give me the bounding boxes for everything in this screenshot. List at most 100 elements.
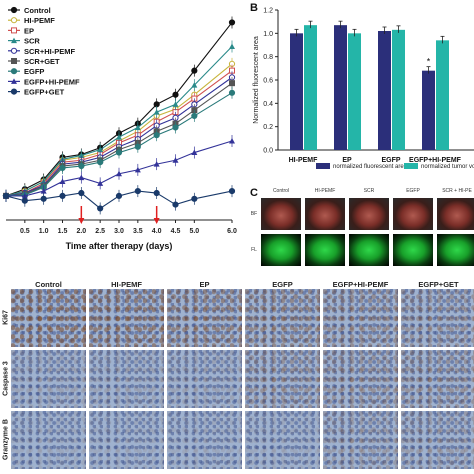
data-point xyxy=(134,166,141,173)
series-line-egfp-get xyxy=(5,190,233,210)
y-tick-label: 1.2 xyxy=(263,8,273,15)
legend-swatch xyxy=(404,163,418,169)
data-point xyxy=(191,112,198,120)
x-tick-label: 2.5 xyxy=(95,228,105,235)
brightfield-tumor-image xyxy=(348,197,390,231)
panel-b-label: B xyxy=(250,2,258,14)
panel-d-ihc-grid: Control HI-PEMF EP EGFP EGFP+HI-PEMF EGFP+GET… xyxy=(0,280,474,474)
series-line-egfp-hi-pemf xyxy=(6,140,233,197)
data-point xyxy=(78,189,85,197)
ihc-micrograph xyxy=(166,349,243,409)
data-point xyxy=(228,187,236,195)
legend-marker xyxy=(11,27,17,34)
ihc-micrograph xyxy=(322,288,399,348)
ihc-column-label: EGFP+HI-PEMF xyxy=(332,280,389,289)
ihc-micrograph xyxy=(166,410,243,470)
ihc-column-label: Control xyxy=(35,280,62,289)
legend-label: SCR+GET xyxy=(24,57,60,66)
series-line-scr-get xyxy=(5,82,233,197)
data-point xyxy=(134,187,141,195)
panel-c-column-label: Control xyxy=(272,188,290,194)
ihc-micrograph xyxy=(10,410,87,470)
legend-label: normalized fluorescent area xyxy=(333,164,408,170)
panel-c-row-label: FL xyxy=(251,247,257,253)
y-tick-label: 0.2 xyxy=(263,124,273,131)
legend-marker xyxy=(11,78,17,84)
data-point xyxy=(229,137,235,144)
legend-label: HI-PEMF xyxy=(24,16,55,25)
data-point xyxy=(97,205,104,212)
panel-c-tumor-images: C Control HI-PEMF SCR EGFP SCR + HI-PE BF FL xyxy=(246,185,474,275)
fluorescence-tumor-image xyxy=(304,233,346,267)
category-label: EGFP xyxy=(381,157,400,164)
data-point xyxy=(229,80,235,87)
ihc-row-label: Granzyme B xyxy=(2,419,10,460)
ihc-micrograph xyxy=(400,410,474,470)
data-point xyxy=(191,82,198,88)
brightfield-tumor-image xyxy=(436,197,474,231)
legend-marker xyxy=(10,17,18,24)
legend-label: EP xyxy=(24,26,34,35)
data-point xyxy=(40,195,47,202)
ihc-column-label: EGFP+GET xyxy=(418,280,459,289)
data-point xyxy=(153,161,160,167)
legend-label: normalized tumor volu xyxy=(421,164,474,170)
x-tick-label: 4.5 xyxy=(171,228,181,235)
y-tick-label: 0.8 xyxy=(263,54,273,61)
panel-c-column-label: SCR + HI-PE xyxy=(442,188,472,194)
y-tick-label: 1.0 xyxy=(263,31,273,38)
series-line-scr xyxy=(5,46,233,197)
x-tick-label: 6.0 xyxy=(227,228,237,235)
brightfield-tumor-image xyxy=(392,197,434,231)
ihc-micrograph xyxy=(244,349,321,409)
fluorescence-tumor-image xyxy=(348,233,390,267)
bar-fluorescent xyxy=(378,31,391,150)
series-line-ep xyxy=(5,70,233,197)
data-point xyxy=(228,89,236,96)
data-point xyxy=(191,67,198,74)
data-point xyxy=(153,132,160,139)
category-label: EP xyxy=(342,157,352,164)
data-point xyxy=(115,192,123,200)
data-point xyxy=(172,124,179,131)
data-point xyxy=(78,174,85,181)
fluorescence-tumor-image xyxy=(260,233,302,267)
x-tick-label: 2.0 xyxy=(76,228,86,235)
data-point xyxy=(153,109,160,115)
data-point xyxy=(134,124,141,130)
data-point xyxy=(172,101,179,107)
ihc-micrograph xyxy=(88,288,165,348)
data-point xyxy=(97,159,104,166)
data-point xyxy=(229,43,235,50)
x-tick-label: 3.5 xyxy=(133,228,143,235)
panel-c-row-label: BF xyxy=(250,211,258,217)
panel-c-column-label: SCR xyxy=(363,188,375,194)
category-label: HI-PEMF xyxy=(289,157,319,164)
x-axis-label: Time after therapy (days) xyxy=(66,241,173,251)
significance-annotation: * xyxy=(427,57,431,67)
legend-marker xyxy=(10,68,18,75)
panel-c-label: C xyxy=(250,187,258,199)
data-point xyxy=(115,149,123,156)
legend-marker xyxy=(10,6,18,14)
ihc-micrograph xyxy=(10,288,87,348)
data-point xyxy=(153,189,160,197)
data-point xyxy=(40,188,47,194)
data-point xyxy=(59,192,66,200)
x-tick-label: 1.0 xyxy=(39,228,49,235)
x-tick-label: 1.5 xyxy=(58,228,68,235)
panel-b-bar-chart: B 0.0 0.2 0.4 0.6 0.8 1.0 1.2 Normalized fluore… xyxy=(246,0,474,180)
ihc-micrograph xyxy=(400,349,474,409)
y-tick-label: 0.0 xyxy=(263,148,273,155)
legend-swatch xyxy=(316,163,330,169)
data-point xyxy=(191,195,198,202)
data-point xyxy=(59,164,66,172)
bar-tumor-volume xyxy=(392,29,405,150)
panel-c-column-label: HI-PEMF xyxy=(314,188,336,194)
legend-marker xyxy=(11,58,17,64)
data-point xyxy=(21,197,28,204)
legend-label: EGFP xyxy=(24,67,44,76)
x-tick-label: 5.0 xyxy=(189,228,199,235)
x-tick-label: 4.0 xyxy=(152,228,162,235)
legend-marker xyxy=(11,37,17,44)
